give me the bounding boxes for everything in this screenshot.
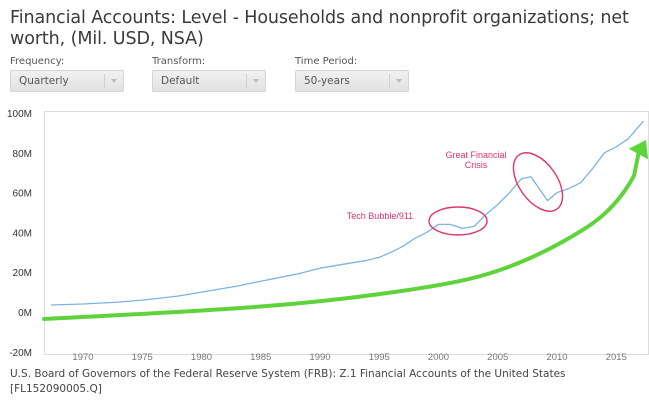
chevron-down-icon [111, 79, 117, 83]
transform-value: Default [161, 75, 200, 87]
chevron-down-icon [253, 79, 259, 83]
financial-crisis-label-line2: Crisis [465, 160, 488, 170]
x-tick-label: 1970 [72, 352, 93, 363]
y-tick-label: 80M [13, 149, 32, 160]
frequency-label: Frequency: [10, 56, 65, 67]
trend-arrow [42, 152, 641, 321]
x-tick-label: 1985 [250, 352, 271, 363]
financial-crisis-circle [512, 152, 564, 212]
net-worth-series-line [50, 120, 644, 306]
y-tick-label: 60M [13, 189, 32, 200]
x-tick-label: 2010 [546, 352, 567, 363]
transform-control: Transform: Default [152, 56, 266, 92]
page-title: Financial Accounts: Level - Households a… [10, 8, 629, 49]
plot-area [44, 111, 649, 355]
frequency-control: Frequency: Quarterly [10, 56, 124, 92]
time-period-label: Time Period: [295, 56, 358, 67]
financial-crisis-label-line1: Great Financial [445, 150, 506, 160]
y-tick-label: 0M [18, 308, 32, 319]
frequency-select[interactable]: Quarterly [10, 70, 124, 92]
time-period-control: Time Period: 50-years [295, 56, 409, 92]
transform-select[interactable]: Default [152, 70, 266, 92]
x-tick-label: 2005 [487, 352, 508, 363]
x-tick-label: 1990 [309, 352, 330, 363]
x-tick-label: 2000 [428, 352, 449, 363]
tech-bubble-label: Tech Bubble/911 [347, 211, 413, 221]
y-tick-label: 20M [13, 268, 32, 279]
y-tick-label: 40M [13, 228, 32, 239]
y-axis: -20M 0M 20M 40M 60M 80M 100M [7, 109, 32, 359]
tech-bubble-circle [428, 206, 488, 236]
x-axis: 1970 1975 1980 1985 1990 1995 2000 2005 2010 2015 [72, 352, 626, 363]
time-period-value: 50-years [304, 75, 350, 87]
select-divider [389, 74, 390, 88]
source-citation: U.S. Board of Governors of the Federal R… [10, 368, 566, 395]
frequency-value: Quarterly [19, 75, 69, 87]
y-tick-label: 100M [7, 109, 32, 120]
trend-arrow-head [628, 140, 649, 160]
transform-label: Transform: [152, 56, 206, 67]
select-divider [104, 74, 105, 88]
x-tick-label: 1995 [369, 352, 390, 363]
time-period-select[interactable]: 50-years [295, 70, 409, 92]
x-tick-label: 1975 [132, 352, 153, 363]
select-divider [246, 74, 247, 88]
chevron-down-icon [396, 79, 402, 83]
x-tick-label: 2015 [606, 352, 627, 363]
x-tick-label: 1980 [191, 352, 212, 363]
y-tick-label: -20M [9, 348, 32, 359]
